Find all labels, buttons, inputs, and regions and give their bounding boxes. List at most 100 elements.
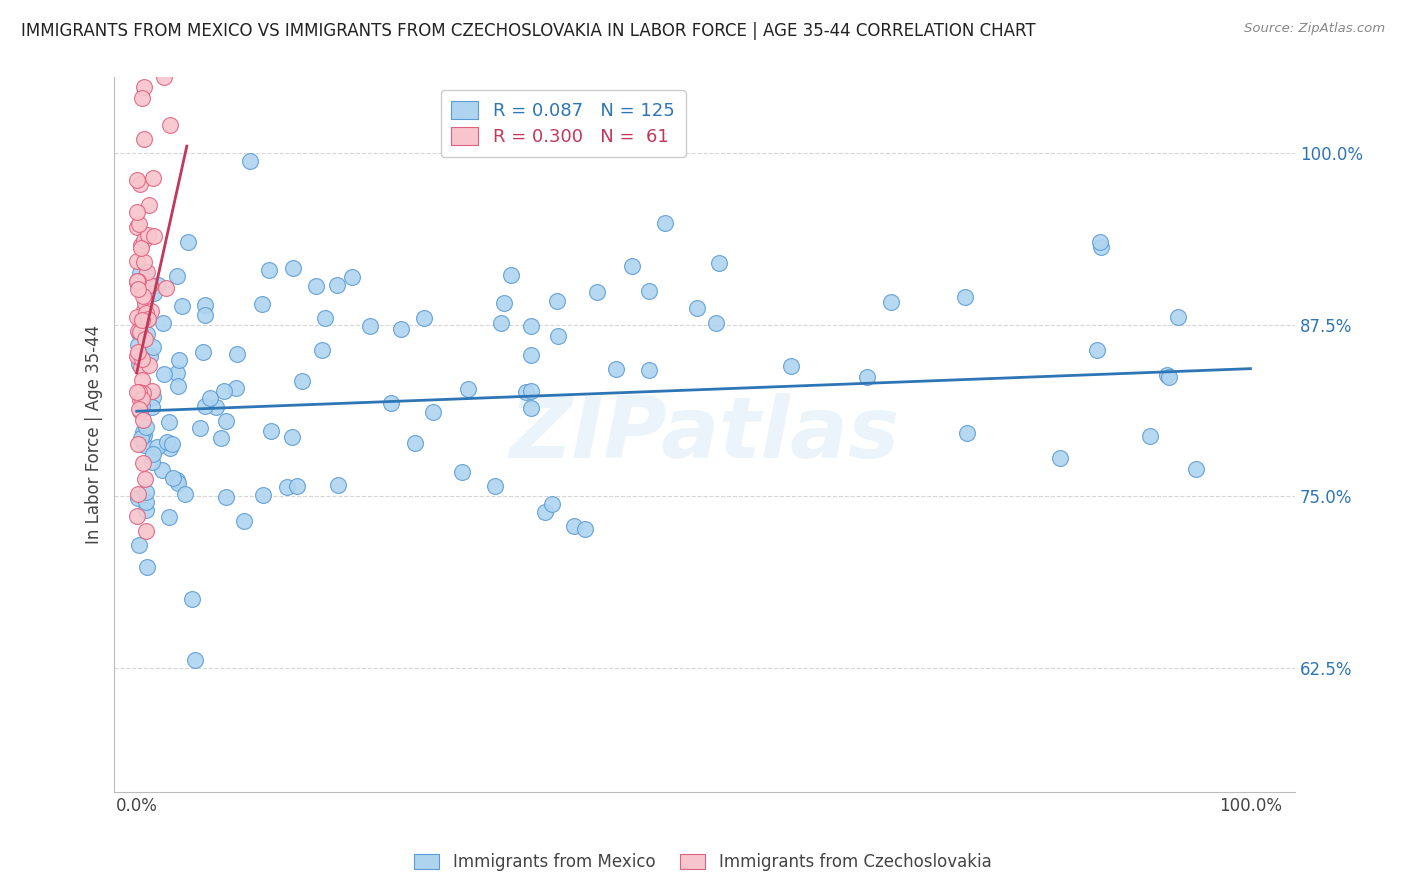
Point [492,296,515,310]
Point [290,374,312,388]
Point [276,480,298,494]
Point [856,370,879,384]
Point [135,524,157,538]
Point [134,132,156,146]
Point [146,440,169,454]
Point [127,491,149,505]
Point [142,390,165,404]
Point [180,592,202,607]
Point [707,256,730,270]
Point [142,341,165,355]
Point [135,306,157,320]
Point [141,384,163,398]
Point [547,329,569,343]
Point [520,348,543,362]
Point [131,313,153,327]
Point [127,173,149,187]
Point [136,227,159,242]
Point [1167,310,1189,324]
Point [131,90,153,104]
Point [127,437,149,451]
Point [132,386,155,401]
Point [515,385,537,400]
Point [215,490,238,504]
Point [156,434,179,449]
Point [132,234,155,248]
Point [281,261,304,276]
Point [134,268,156,282]
Point [340,269,363,284]
Point [194,298,217,312]
Point [209,431,232,445]
Point [389,322,412,336]
Point [128,325,150,339]
Point [127,254,149,268]
Point [136,312,159,326]
Point [128,218,150,232]
Point [157,415,180,429]
Point [1159,369,1181,384]
Point [143,285,166,300]
Point [226,347,249,361]
Point [136,264,159,278]
Point [127,344,149,359]
Point [127,384,149,399]
Point [574,522,596,536]
Point [135,503,157,517]
Point [326,278,349,293]
Point [132,456,155,470]
Point [1156,368,1178,383]
Point [132,302,155,317]
Point [250,297,273,311]
Point [127,509,149,524]
Point [501,268,523,282]
Point [142,447,165,461]
Point [880,295,903,310]
Point [142,228,165,243]
Point [128,384,150,399]
Point [139,304,162,318]
Point [194,308,217,322]
Point [413,310,436,325]
Point [686,301,709,315]
Point [132,288,155,302]
Point [167,475,190,490]
Point [704,316,727,330]
Point [177,235,200,250]
Point [484,479,506,493]
Point [311,343,333,358]
Point [1090,235,1112,249]
Point [501,128,523,142]
Point [135,484,157,499]
Point [127,338,149,352]
Text: Source: ZipAtlas.com: Source: ZipAtlas.com [1244,22,1385,36]
Point [157,509,180,524]
Point [160,436,183,450]
Point [141,400,163,414]
Point [654,216,676,230]
Point [127,204,149,219]
Point [132,255,155,269]
Point [380,396,402,410]
Point [132,425,155,439]
Point [422,405,444,419]
Point [214,384,236,398]
Point [166,474,188,488]
Point [132,79,155,94]
Point [138,358,160,372]
Point [139,278,162,293]
Point [127,487,149,501]
Point [166,366,188,380]
Point [489,316,512,330]
Point [135,419,157,434]
Point [605,362,627,376]
Point [1139,429,1161,443]
Point [546,293,568,308]
Y-axis label: In Labor Force | Age 35-44: In Labor Force | Age 35-44 [86,325,103,544]
Text: IMMIGRANTS FROM MEXICO VS IMMIGRANTS FROM CZECHOSLOVAKIA IN LABOR FORCE | AGE 35: IMMIGRANTS FROM MEXICO VS IMMIGRANTS FRO… [21,22,1036,40]
Point [1087,343,1109,358]
Point [404,435,426,450]
Point [129,359,152,374]
Point [193,345,215,359]
Point [779,359,801,374]
